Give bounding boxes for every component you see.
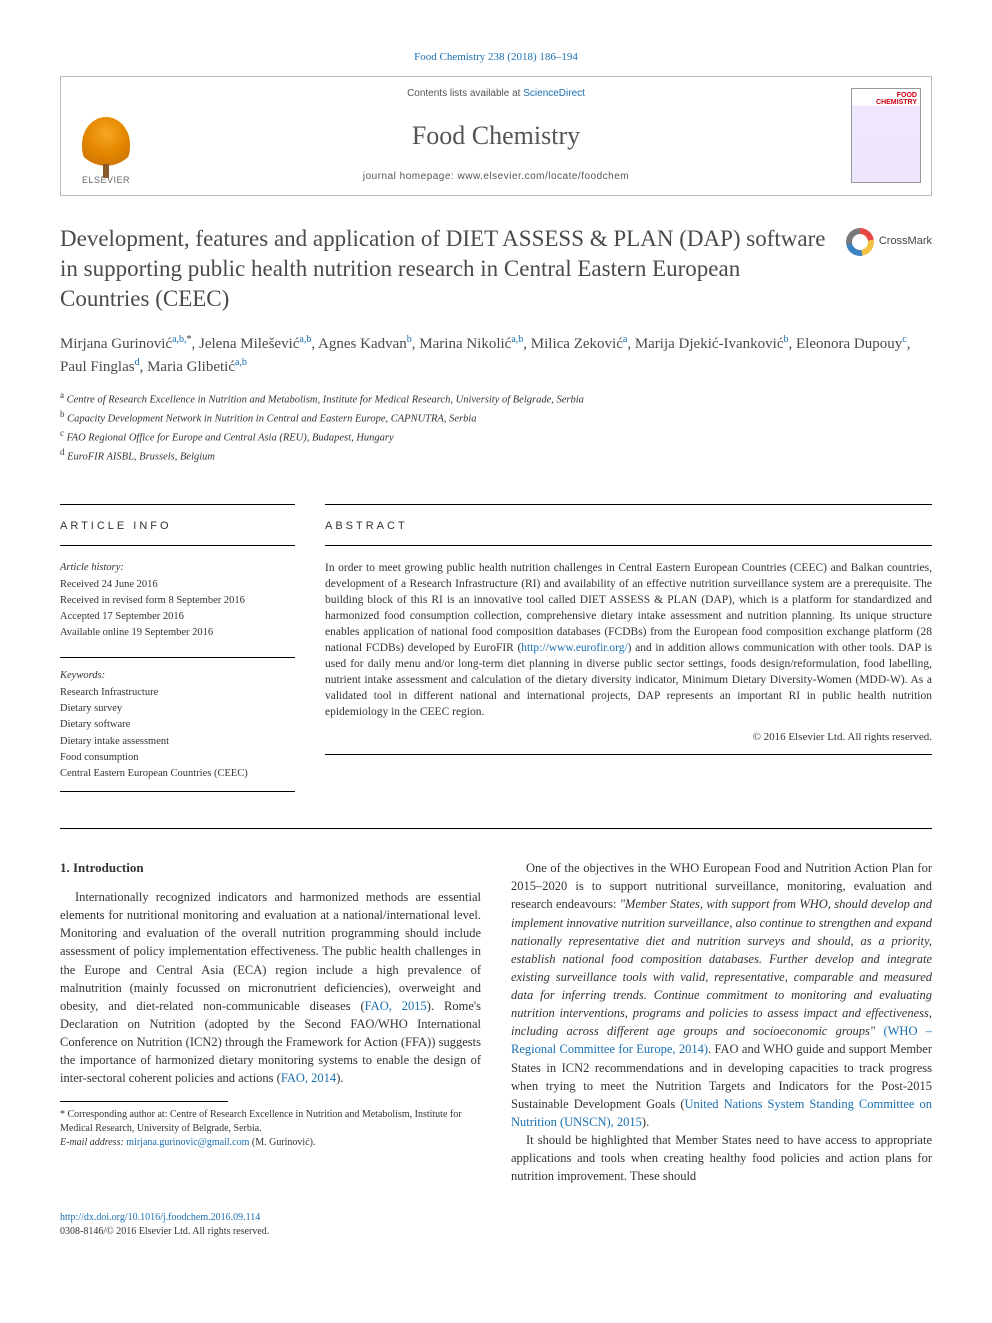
email-link[interactable]: mirjana.gurinovic@gmail.com: [126, 1137, 249, 1148]
abstract-copyright: © 2016 Elsevier Ltd. All rights reserved…: [325, 730, 932, 746]
journal-banner: ELSEVIER Contents lists available at Sci…: [60, 76, 932, 196]
ref-link[interactable]: FAO, 2014: [281, 1071, 336, 1085]
body-columns: 1. Introduction Internationally recogniz…: [60, 859, 932, 1185]
journal-homepage: journal homepage: www.elsevier.com/locat…: [151, 170, 841, 185]
keyword: Central Eastern European Countries (CEEC…: [60, 766, 295, 781]
keyword: Food consumption: [60, 750, 295, 765]
journal-name: Food Chemistry: [151, 117, 841, 155]
crossmark-label: CrossMark: [879, 234, 932, 250]
section-divider: [60, 828, 932, 829]
keyword: Dietary software: [60, 717, 295, 732]
abstract-text: In order to meet growing public health n…: [325, 560, 932, 721]
crossmark-icon: [846, 228, 874, 256]
sciencedirect-link[interactable]: ScienceDirect: [523, 88, 585, 99]
publisher-logo-area: ELSEVIER: [61, 77, 151, 195]
body-paragraph: One of the objectives in the WHO Europea…: [511, 859, 932, 1131]
body-paragraph: It should be highlighted that Member Sta…: [511, 1131, 932, 1185]
corresponding-author-footnote: * Corresponding author at: Centre of Res…: [60, 1108, 481, 1150]
accepted-date: Accepted 17 September 2016: [60, 609, 295, 624]
section-heading: 1. Introduction: [60, 859, 481, 878]
author-list: Mirjana Gurinovića,b,*, Jelena Milešević…: [60, 332, 932, 379]
journal-cover-icon: FOODCHEMISTRY: [851, 88, 921, 183]
online-date: Available online 19 September 2016: [60, 625, 295, 640]
revised-date: Received in revised form 8 September 201…: [60, 593, 295, 608]
cover-thumb-area: FOODCHEMISTRY: [841, 77, 931, 195]
keywords-label: Keywords:: [60, 668, 295, 683]
body-paragraph: Internationally recognized indicators an…: [60, 888, 481, 1087]
page-footer: http://dx.doi.org/10.1016/j.foodchem.201…: [60, 1211, 932, 1239]
footnote-rule: [60, 1101, 228, 1102]
article-info-heading: ARTICLE INFO: [60, 519, 295, 535]
contents-available: Contents lists available at ScienceDirec…: [151, 87, 841, 102]
article-info-sidebar: ARTICLE INFO Article history: Received 2…: [60, 488, 295, 807]
abstract-block: ABSTRACT In order to meet growing public…: [325, 488, 932, 807]
ref-link[interactable]: FAO, 2015: [365, 999, 427, 1013]
received-date: Received 24 June 2016: [60, 577, 295, 592]
citation-line: Food Chemistry 238 (2018) 186–194: [60, 50, 932, 66]
keyword: Dietary intake assessment: [60, 734, 295, 749]
doi-link[interactable]: http://dx.doi.org/10.1016/j.foodchem.201…: [60, 1212, 260, 1223]
history-label: Article history:: [60, 560, 295, 575]
crossmark-badge[interactable]: CrossMark: [846, 228, 932, 256]
issn-copyright: 0308-8146/© 2016 Elsevier Ltd. All right…: [60, 1226, 269, 1237]
keyword: Dietary survey: [60, 701, 295, 716]
article-title: Development, features and application of…: [60, 224, 826, 314]
keyword: Research Infrastructure: [60, 685, 295, 700]
elsevier-tree-icon: [82, 117, 130, 172]
abstract-heading: ABSTRACT: [325, 519, 932, 535]
eurofir-link[interactable]: http://www.eurofir.org/: [521, 642, 627, 654]
affiliations: a Centre of Research Excellence in Nutri…: [60, 389, 932, 466]
